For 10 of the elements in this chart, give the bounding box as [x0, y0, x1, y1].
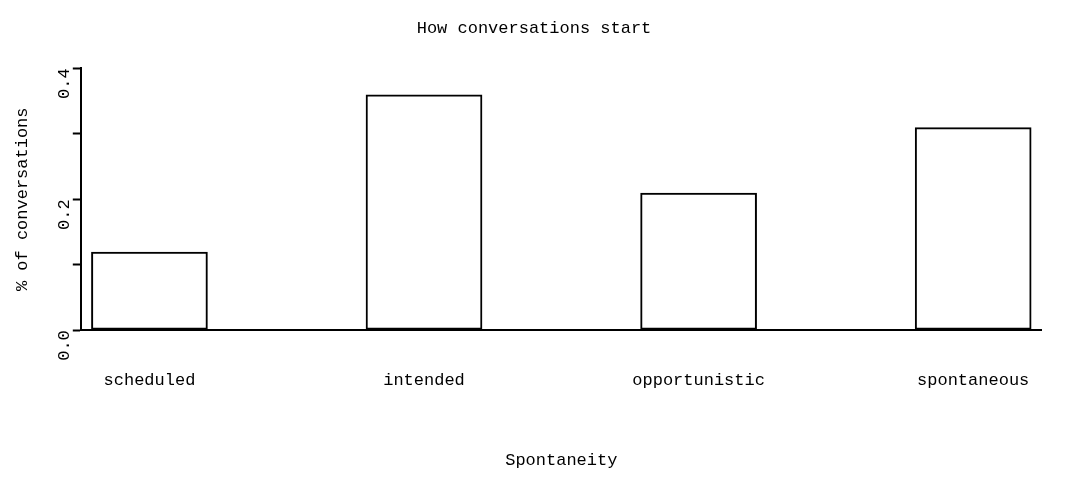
y-axis-title: % of conversations	[12, 107, 32, 292]
x-axis-title: Spontaneity	[505, 451, 618, 471]
chart-title: How conversations start	[416, 18, 652, 38]
y-tick-label: 0.4	[55, 68, 75, 100]
x-tick-label: scheduled	[103, 370, 196, 390]
x-tick-label: spontaneous	[917, 370, 1030, 390]
x-tick-label: intended	[383, 370, 465, 390]
x-tick-label: opportunistic	[632, 370, 765, 390]
y-tick-label: 0.2	[55, 199, 75, 230]
y-tick-label: 0.0	[55, 330, 75, 361]
